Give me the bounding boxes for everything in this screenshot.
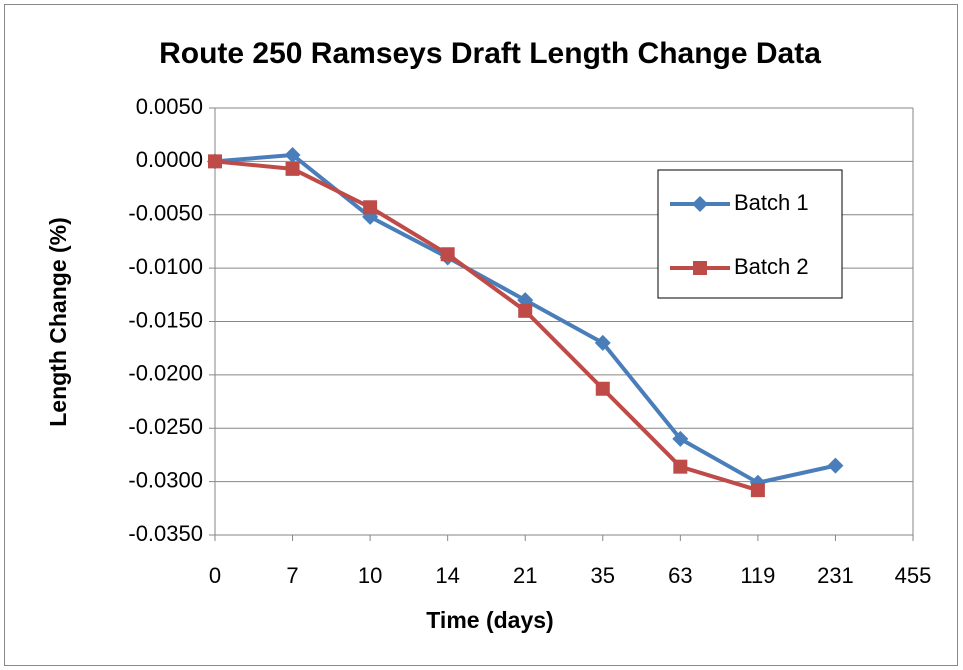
y-tick-label: -0.0050 bbox=[128, 201, 203, 226]
marker bbox=[673, 459, 688, 474]
y-tick-label: -0.0350 bbox=[128, 521, 203, 546]
y-tick-label: -0.0150 bbox=[128, 307, 203, 332]
x-tick-label: 21 bbox=[513, 563, 537, 588]
y-tick-label: -0.0250 bbox=[128, 414, 203, 439]
x-tick-label: 119 bbox=[740, 563, 775, 588]
x-axis-title: Time (days) bbox=[426, 607, 553, 633]
marker bbox=[284, 146, 301, 163]
marker bbox=[363, 200, 378, 215]
legend-label: Batch 1 bbox=[734, 190, 809, 215]
legend-box bbox=[657, 169, 843, 299]
x-tick-label: 35 bbox=[591, 563, 615, 588]
marker bbox=[285, 161, 300, 176]
y-tick-label: -0.0100 bbox=[128, 254, 203, 279]
y-axis-title: Length Change (%) bbox=[45, 217, 71, 427]
y-tick-label: 0.0050 bbox=[136, 94, 203, 119]
x-tick-label: 14 bbox=[435, 563, 459, 588]
chart-frame bbox=[4, 4, 958, 666]
x-tick-label: 63 bbox=[668, 563, 692, 588]
marker bbox=[594, 334, 611, 351]
marker bbox=[693, 261, 707, 275]
marker bbox=[672, 430, 689, 447]
x-tick-label: 10 bbox=[358, 563, 382, 588]
marker bbox=[208, 154, 222, 169]
y-tick-label: -0.0300 bbox=[128, 467, 203, 492]
marker bbox=[827, 457, 844, 474]
marker bbox=[518, 303, 533, 318]
x-tick-label: 455 bbox=[895, 563, 932, 588]
marker bbox=[750, 483, 765, 498]
chart-title: Route 250 Ramseys Draft Length Change Da… bbox=[159, 37, 821, 70]
x-tick-label: 0 bbox=[209, 563, 221, 588]
y-tick-label: -0.0200 bbox=[128, 361, 203, 386]
x-tick-label: 231 bbox=[817, 563, 854, 588]
series-line bbox=[214, 159, 759, 493]
marker bbox=[440, 247, 455, 262]
y-tick-label: 0.0000 bbox=[136, 147, 203, 172]
marker bbox=[692, 196, 708, 212]
legend-label: Batch 2 bbox=[734, 254, 809, 279]
marker bbox=[595, 381, 610, 396]
x-tick-label: 7 bbox=[286, 563, 298, 588]
series bbox=[208, 154, 765, 498]
